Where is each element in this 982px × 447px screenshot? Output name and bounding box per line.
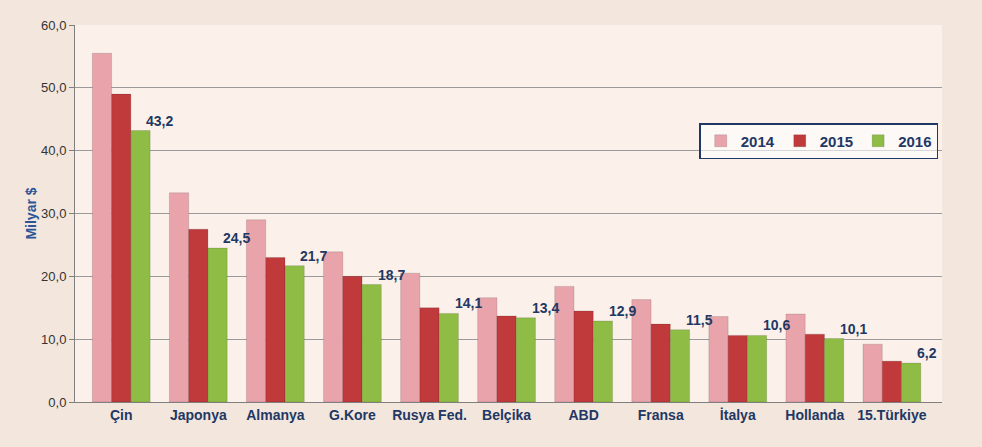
svg-text:43,2: 43,2: [146, 113, 173, 129]
svg-text:6,2: 6,2: [917, 345, 937, 361]
svg-text:Belçika: Belçika: [482, 407, 531, 423]
svg-text:Almanya: Almanya: [246, 407, 305, 423]
svg-text:İtalya: İtalya: [720, 407, 756, 423]
svg-text:10,0: 10,0: [41, 332, 66, 347]
svg-text:30,0: 30,0: [41, 206, 66, 221]
svg-text:50,0: 50,0: [41, 80, 66, 95]
svg-text:15.Türkiye: 15.Türkiye: [857, 407, 926, 423]
svg-text:0,0: 0,0: [48, 395, 66, 410]
svg-text:18,7: 18,7: [378, 267, 405, 283]
svg-text:2014: 2014: [741, 133, 775, 150]
svg-text:24,5: 24,5: [223, 230, 250, 246]
svg-text:Hollanda: Hollanda: [785, 407, 844, 423]
svg-text:40,0: 40,0: [41, 143, 66, 158]
svg-text:Fransa: Fransa: [638, 407, 684, 423]
svg-text:10,6: 10,6: [763, 317, 790, 333]
svg-text:20,0: 20,0: [41, 269, 66, 284]
svg-text:2016: 2016: [898, 133, 931, 150]
svg-text:2015: 2015: [820, 133, 853, 150]
svg-text:11,5: 11,5: [686, 312, 713, 328]
svg-text:12,9: 12,9: [609, 303, 636, 319]
svg-text:14,1: 14,1: [455, 295, 482, 311]
svg-text:10,1: 10,1: [840, 321, 867, 337]
svg-text:G.Kore: G.Kore: [329, 407, 376, 423]
svg-text:Japonya: Japonya: [170, 407, 227, 423]
svg-text:Milyar $: Milyar $: [23, 187, 39, 239]
svg-text:Rusya Fed.: Rusya Fed.: [392, 407, 467, 423]
svg-text:Çin: Çin: [110, 407, 133, 423]
svg-text:13,4: 13,4: [532, 300, 559, 316]
svg-text:ABD: ABD: [568, 407, 598, 423]
svg-text:60,0: 60,0: [41, 18, 66, 33]
svg-text:21,7: 21,7: [300, 248, 327, 264]
